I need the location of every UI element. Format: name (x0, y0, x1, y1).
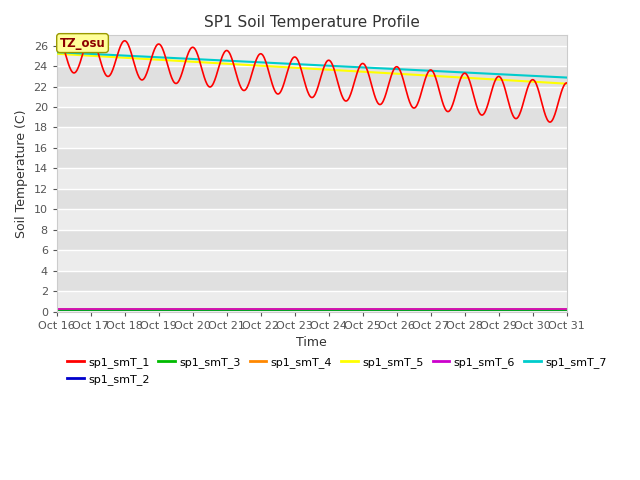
Bar (57, 128, 567, 148)
Bar (57, 86, 567, 107)
Bar (57, 250, 567, 271)
Bar (57, 209, 567, 230)
Text: TZ_osu: TZ_osu (60, 36, 106, 49)
X-axis label: Time: Time (296, 336, 327, 349)
Bar (57, 107, 567, 128)
Bar (57, 271, 567, 291)
Bar (57, 66, 567, 86)
Title: SP1 Soil Temperature Profile: SP1 Soil Temperature Profile (204, 15, 420, 30)
Bar (57, 230, 567, 250)
Bar (57, 46, 567, 66)
Legend: sp1_smT_1, sp1_smT_2, sp1_smT_3, sp1_smT_4, sp1_smT_5, sp1_smT_6, sp1_smT_7: sp1_smT_1, sp1_smT_2, sp1_smT_3, sp1_smT… (62, 353, 611, 389)
Bar (57, 189, 567, 209)
Bar (57, 148, 567, 168)
Y-axis label: Soil Temperature (C): Soil Temperature (C) (15, 109, 28, 238)
Bar (57, 291, 567, 312)
Bar (57, 168, 567, 189)
